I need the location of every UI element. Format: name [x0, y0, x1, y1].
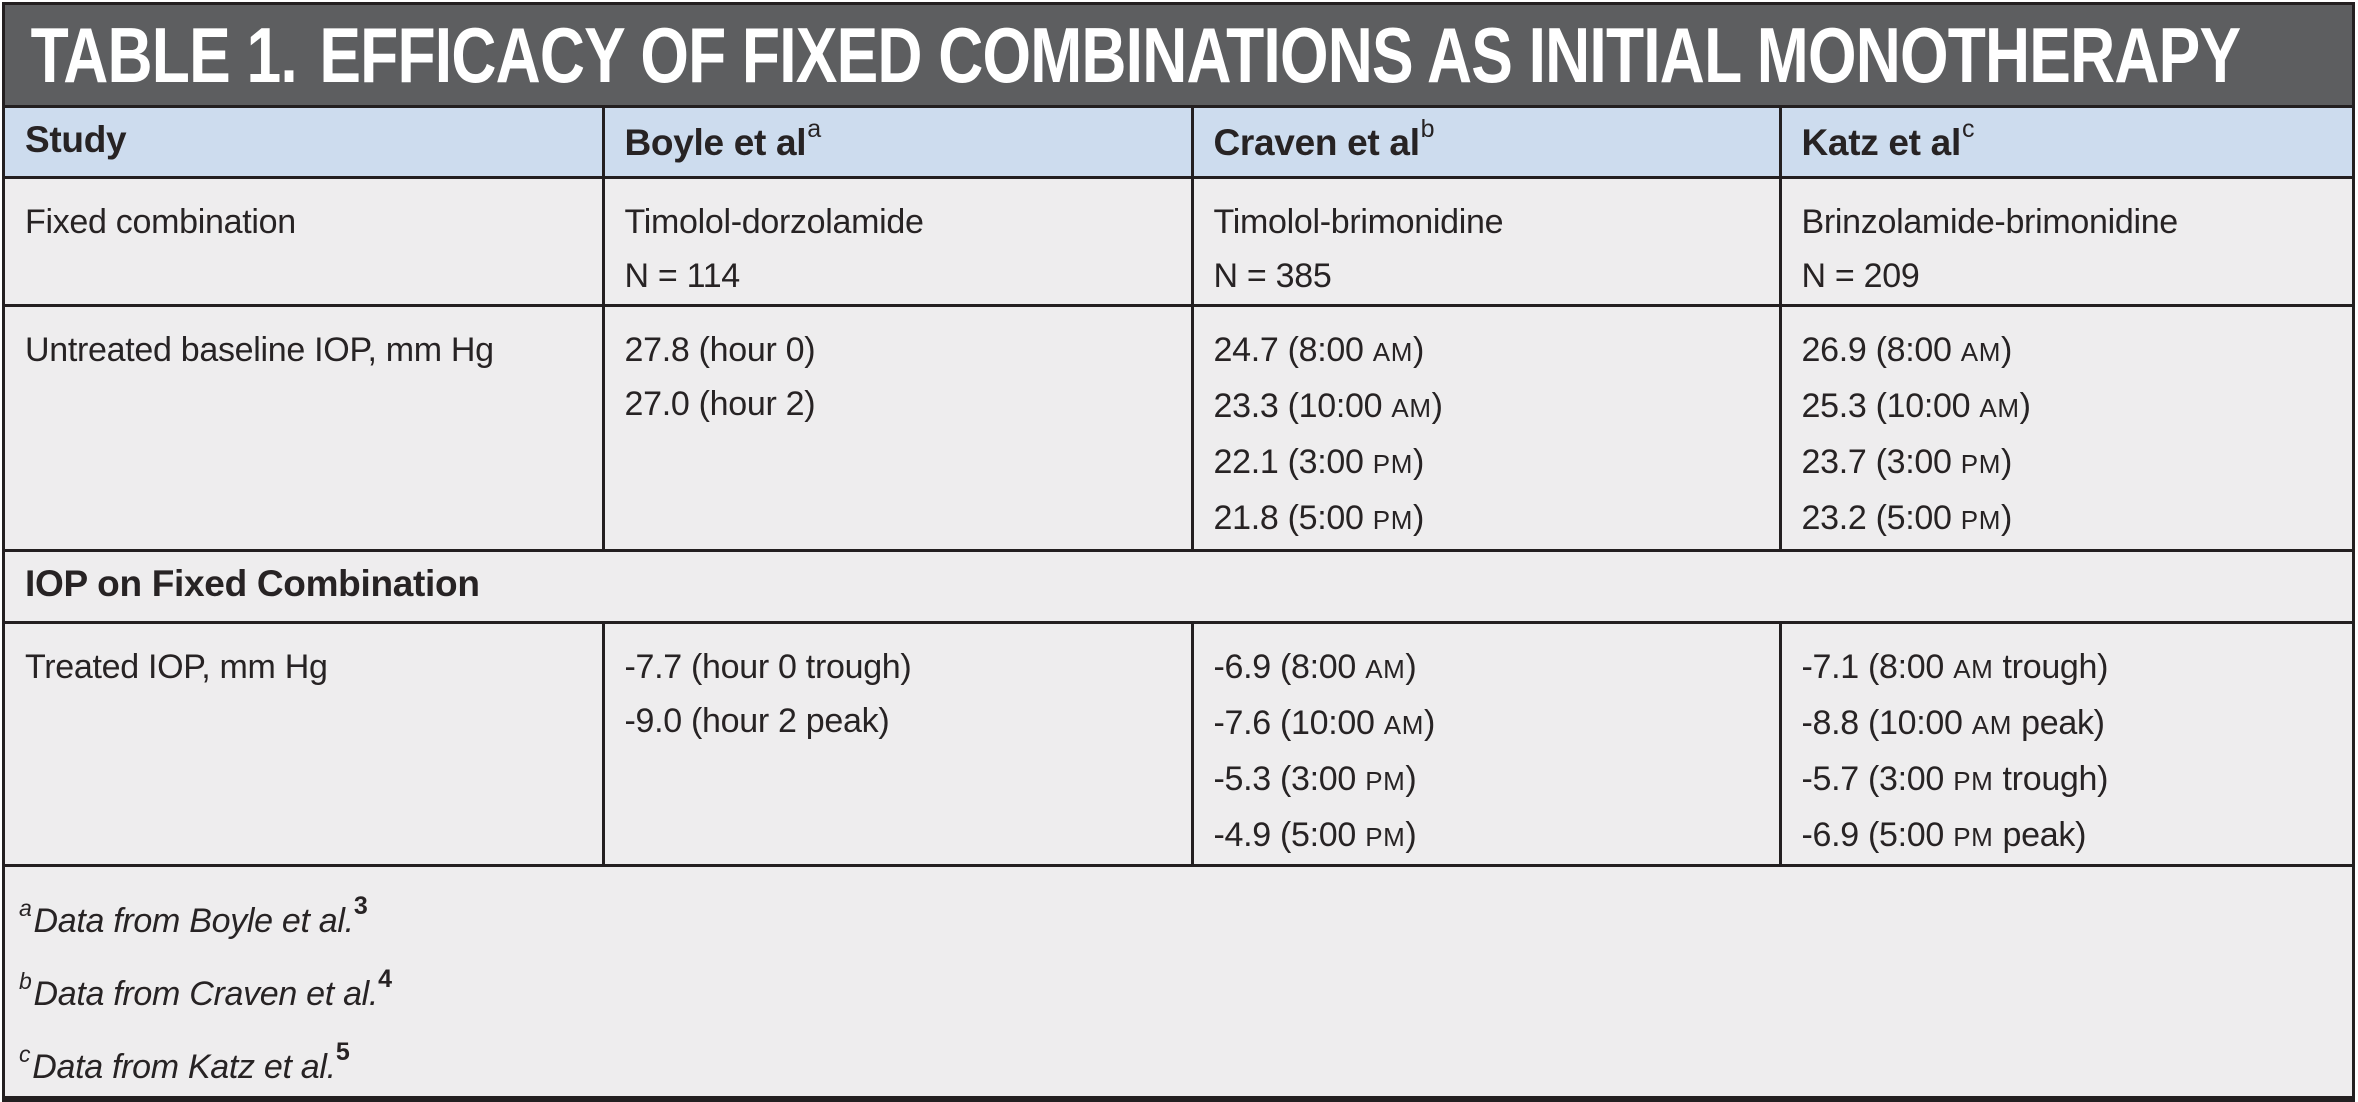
row-label-treated-iop: Treated IOP, mm Hg: [3, 620, 605, 867]
col-header-study: Study: [3, 106, 605, 179]
table-title-text: EFFICACY OF FIXED COMBINATIONS AS INITIA…: [319, 10, 2241, 99]
table-title: TABLE 1. EFFICACY OF FIXED COMBINATIONS A…: [5, 10, 2241, 101]
footnote-c: cData from Katz et al.5: [19, 1037, 350, 1086]
cell-untreated-katz: 26.9 (8:00 AM) 25.3 (10:00 AM) 23.7 (3:0…: [1778, 303, 2354, 552]
table-row-untreated-baseline: Untreated baseline IOP, mm Hg 27.8 (hour…: [3, 303, 2354, 552]
col-header-boyle-label: Boyle et al: [624, 122, 807, 164]
cell-treated-craven: -6.9 (8:00 AM) -7.6 (10:00 AM) -5.3 (3:0…: [1190, 620, 1782, 867]
col-header-craven-sup: b: [1420, 115, 1435, 144]
col-header-katz: Katz et alc: [1778, 106, 2354, 179]
section-header-row: IOP on Fixed Combination: [3, 548, 2354, 624]
col-header-craven-label: Craven et al: [1213, 122, 1420, 164]
cell-fixed-combination-katz: Brinzolamide-brimonidine N = 209: [1778, 175, 2354, 307]
table-header-row: Study Boyle et ala Craven et alb Katz et…: [3, 106, 2354, 179]
cell-treated-katz: -7.1 (8:00 AM trough) -8.8 (10:00 AM pea…: [1778, 620, 2354, 867]
footnotes-row: aData from Boyle et al.3 bData from Crav…: [3, 863, 2354, 1097]
footnote-b: bData from Craven et al.4: [19, 964, 392, 1013]
col-header-craven: Craven et alb: [1190, 106, 1782, 179]
cell-fixed-combination-craven: Timolol-brimonidine N = 385: [1190, 175, 1782, 307]
table-row-treated-iop: Treated IOP, mm Hg -7.7 (hour 0 trough) …: [3, 620, 2354, 867]
table-title-bar: TABLE 1. EFFICACY OF FIXED COMBINATIONS A…: [5, 5, 2352, 108]
col-header-boyle-sup: a: [807, 115, 821, 144]
row-label-fixed-combination: Fixed combination: [3, 175, 605, 307]
section-header-label: IOP on Fixed Combination: [3, 548, 2354, 624]
col-header-katz-sup: c: [1961, 115, 1975, 144]
cell-fixed-combination-boyle: Timolol-dorzolamide N = 114: [601, 175, 1194, 307]
col-header-boyle: Boyle et ala: [601, 106, 1194, 179]
row-label-untreated-baseline: Untreated baseline IOP, mm Hg: [3, 303, 605, 552]
cell-untreated-craven: 24.7 (8:00 AM) 23.3 (10:00 AM) 22.1 (3:0…: [1190, 303, 1782, 552]
col-header-katz-label: Katz et al: [1801, 122, 1962, 164]
cell-treated-boyle: -7.7 (hour 0 trough) -9.0 (hour 2 peak): [601, 620, 1194, 867]
cell-untreated-boyle: 27.8 (hour 0) 27.0 (hour 2): [601, 303, 1194, 552]
footnotes-cell: aData from Boyle et al.3 bData from Crav…: [3, 863, 2354, 1097]
efficacy-table: Study Boyle et ala Craven et alb Katz et…: [3, 106, 2354, 1097]
table-title-prefix: TABLE 1.: [30, 10, 298, 99]
footnote-a: aData from Boyle et al.3: [19, 891, 368, 940]
table-row-fixed-combination: Fixed combination Timolol-dorzolamide N …: [3, 175, 2354, 307]
